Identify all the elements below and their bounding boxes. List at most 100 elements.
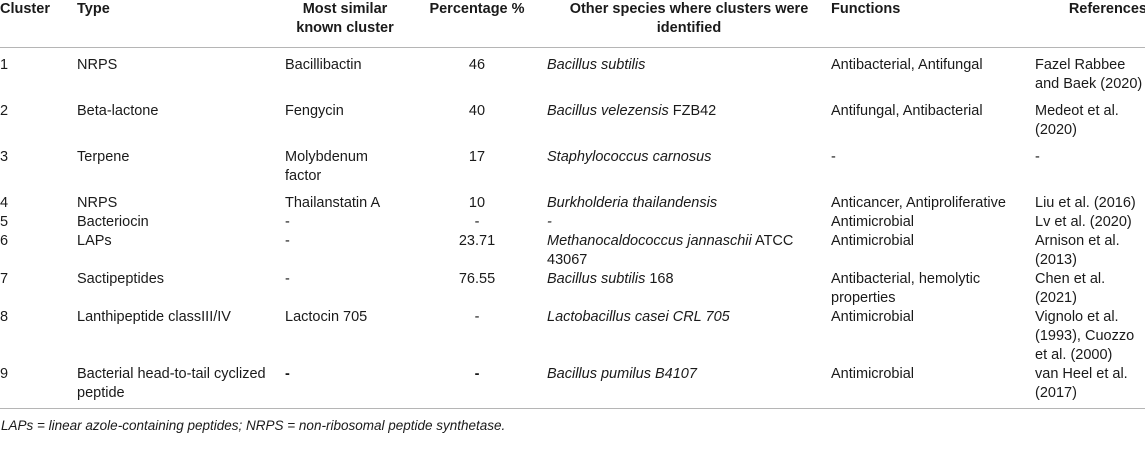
cell-other-species: Burkholderia thailandensis [547, 186, 831, 213]
table-header: Cluster Type Most similar known cluster … [0, 0, 1145, 48]
cell-percentage: - [407, 308, 547, 365]
table-row: 9 Bacterial head-to-tail cyclized peptide… [0, 365, 1145, 409]
cell-references-text: Fazel Rabbee and Baek (2020) [1035, 57, 1143, 92]
cell-functions: Antibacterial, Antifungal [831, 48, 1035, 95]
cell-cluster-text: 2 [0, 103, 9, 119]
cell-functions-text: Antimicrobial [831, 233, 914, 249]
cell-percentage: 40 [407, 94, 547, 140]
table-row: 3 Terpene Molybdenum factor 17 Staphylococcu… [0, 140, 1145, 186]
cell-references-text: van Heel et al. (2017) [1035, 366, 1128, 401]
cell-percentage-text: 10 [468, 195, 486, 211]
cell-other-species: Methanocaldococcus jannaschii ATCC 43067 [547, 232, 831, 270]
cell-cluster: 7 [0, 270, 77, 308]
cell-type-text: Bacterial head-to-tail cyclized peptide [77, 366, 266, 401]
cell-cluster: 3 [0, 140, 77, 186]
cell-similar: - [285, 213, 407, 232]
cell-functions: Antimicrobial [831, 213, 1035, 232]
cell-functions-text: Antimicrobial [831, 309, 914, 325]
cell-similar: Molybdenum factor [285, 140, 407, 186]
cell-percentage-text: - [474, 366, 480, 382]
cell-similar: - [285, 365, 407, 409]
cell-other-species: - [547, 213, 831, 232]
cell-references: Medeot et al. (2020) [1035, 94, 1145, 140]
cell-type: LAPs [77, 232, 285, 270]
cell-percentage: - [407, 365, 547, 409]
species-strain: ATCC 43067 [547, 233, 794, 268]
cell-type-text: NRPS [77, 195, 118, 211]
cell-percentage-text: 76.55 [458, 271, 496, 287]
cell-functions-text: - [831, 149, 836, 165]
cell-functions: Anticancer, Antiproliferative [831, 186, 1035, 213]
cell-functions: Antimicrobial [831, 308, 1035, 365]
cell-similar-text: - [285, 366, 290, 382]
cell-cluster-text: 5 [0, 214, 9, 230]
header-references: References [1035, 0, 1145, 48]
cell-references-text: Medeot et al. (2020) [1035, 103, 1119, 138]
cell-references: Fazel Rabbee and Baek (2020) [1035, 48, 1145, 95]
cell-references: Chen et al. (2021) [1035, 270, 1145, 308]
cell-similar: - [285, 270, 407, 308]
cell-cluster: 4 [0, 186, 77, 213]
cell-percentage: - [407, 213, 547, 232]
cell-functions: Antibacterial, hemolytic properties [831, 270, 1035, 308]
cell-references-text: Arnison et al. (2013) [1035, 233, 1120, 268]
cell-similar-text: Lactocin 705 [285, 309, 368, 325]
species-name: Bacillus velezensis [547, 103, 669, 119]
cell-type: Lanthipeptide classIII/IV [77, 308, 285, 365]
header-similar: Most similar known cluster [285, 0, 407, 48]
cell-other-species: Bacillus pumilus B4107 [547, 365, 831, 409]
cell-cluster: 2 [0, 94, 77, 140]
cell-functions-text: Antibacterial, Antifungal [831, 57, 983, 73]
cell-references-text: Vignolo et al. (1993), Cuozzo et al. (20… [1035, 309, 1135, 363]
cell-cluster: 8 [0, 308, 77, 365]
species-strain: 168 [645, 271, 674, 287]
cell-percentage-text: 17 [468, 149, 486, 165]
cell-other-species: Bacillus subtilis 168 [547, 270, 831, 308]
cell-cluster: 6 [0, 232, 77, 270]
cell-references: Lv et al. (2020) [1035, 213, 1145, 232]
cell-percentage: 10 [407, 186, 547, 213]
species-name: - [547, 214, 552, 230]
cell-type: Sactipeptides [77, 270, 285, 308]
species-name: Bacillus subtilis [547, 57, 646, 73]
cell-functions-text: Anticancer, Antiproliferative [831, 195, 1006, 211]
cell-type-text: Bacteriocin [77, 214, 149, 230]
cell-similar-text: Bacillibactin [285, 57, 362, 73]
cell-cluster-text: 6 [0, 233, 9, 249]
cell-similar: Bacillibactin [285, 48, 407, 95]
cell-cluster-text: 3 [0, 149, 9, 165]
species-name: Burkholderia thailandensis [547, 195, 718, 211]
species-name: Bacillus subtilis [547, 271, 646, 287]
species-name: Bacillus pumilus B4107 [547, 366, 697, 382]
cell-similar-text: - [285, 214, 290, 230]
cell-functions: Antimicrobial [831, 232, 1035, 270]
table-row: 4 NRPS Thailanstatin A 10 Burkholderia thail… [0, 186, 1145, 213]
cell-percentage-text: 23.71 [458, 233, 496, 249]
cell-cluster-text: 8 [0, 309, 9, 325]
cell-cluster: 5 [0, 213, 77, 232]
cell-other-species: Bacillus velezensis FZB42 [547, 94, 831, 140]
cell-references: Liu et al. (2016) [1035, 186, 1145, 213]
header-other-species: Other species where clusters were identi… [547, 0, 831, 48]
cell-references-text: - [1035, 149, 1040, 165]
cell-references: van Heel et al. (2017) [1035, 365, 1145, 409]
cell-cluster-text: 4 [0, 195, 9, 211]
table-footer: LAPs = linear azole-containing peptides;… [0, 408, 1145, 436]
cell-references-text: Lv et al. (2020) [1035, 214, 1132, 230]
cell-similar-text: - [285, 233, 290, 249]
cell-type-text: Lanthipeptide classIII/IV [77, 309, 231, 325]
cell-cluster-text: 1 [0, 57, 9, 73]
cell-percentage-text: 40 [468, 103, 486, 119]
species-name: Methanocaldococcus jannaschii [547, 233, 752, 249]
cell-similar: Fengycin [285, 94, 407, 140]
cell-cluster-text: 9 [0, 366, 9, 382]
cell-type-text: Terpene [77, 149, 130, 165]
footnote: LAPs = linear azole-containing peptides;… [0, 408, 1145, 436]
cell-other-species: Staphylococcus carnosus [547, 140, 831, 186]
cell-type-text: LAPs [77, 233, 112, 249]
cell-similar: Thailanstatin A [285, 186, 407, 213]
table-row: 1 NRPS Bacillibactin 46 Bacillus subtilis Ant… [0, 48, 1145, 95]
cell-type: Beta-lactone [77, 94, 285, 140]
header-row: Cluster Type Most similar known cluster … [0, 0, 1145, 48]
cell-other-species: Bacillus subtilis [547, 48, 831, 95]
